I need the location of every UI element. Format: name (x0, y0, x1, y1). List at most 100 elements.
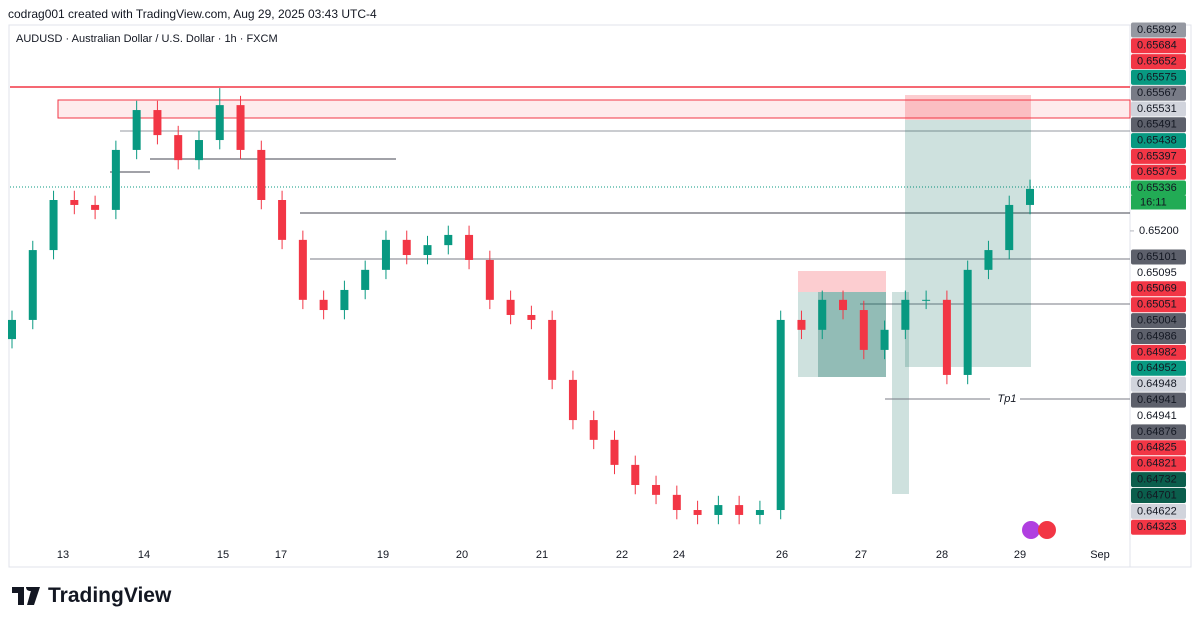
candle-body (402, 239, 411, 256)
price-label: 0.65051 (1137, 299, 1177, 311)
candle-body (49, 200, 58, 251)
price-label: 0.65336 (1137, 182, 1177, 194)
candle-body (257, 149, 266, 200)
price-label-bg (1131, 117, 1186, 133)
candle-body (880, 329, 889, 350)
symbol-title: AUDUSD · Australian Dollar / U.S. Dollar… (16, 33, 278, 45)
price-label: 0.64622 (1137, 505, 1177, 517)
y-tick-label: 0.65200 (1139, 225, 1179, 237)
candle-body (70, 200, 79, 205)
stop-zone (798, 271, 886, 292)
candle-body (735, 505, 744, 515)
price-label-bg (1131, 456, 1186, 472)
price-label: 0.65101 (1137, 251, 1177, 263)
countdown: 16:11 (1140, 196, 1167, 208)
price-label: 0.65095 (1137, 267, 1177, 279)
price-label-bg (1131, 360, 1186, 376)
x-tick-label: 24 (673, 549, 685, 561)
price-label-bg (1131, 408, 1186, 424)
price-label: 0.65684 (1137, 40, 1177, 52)
candle-body (610, 439, 619, 465)
price-label-bg (1131, 313, 1186, 329)
candle-body (132, 110, 141, 150)
x-tick-label: 20 (456, 549, 468, 561)
supply-zone (57, 99, 1131, 119)
price-label: 0.64701 (1137, 489, 1177, 501)
price-label: 0.65375 (1137, 166, 1177, 178)
filled-zone (818, 292, 886, 377)
price-label-bg (1131, 180, 1186, 196)
candle-body (423, 245, 432, 256)
footer-logo: TradingView (12, 584, 171, 608)
price-label: 0.65069 (1137, 283, 1177, 295)
price-label-bg (1131, 329, 1186, 344)
price-label: 0.64732 (1137, 474, 1177, 486)
price-label: 0.64941 (1137, 394, 1177, 406)
candle-body (652, 484, 661, 495)
price-label-bg (1131, 101, 1186, 117)
price-label-bg (1131, 164, 1186, 180)
countdown-bg (1131, 195, 1186, 210)
x-tick-label: 13 (57, 549, 69, 561)
candle-body (361, 269, 370, 290)
candle-body (755, 510, 764, 515)
price-label-bg (1131, 22, 1186, 38)
price-label: 0.64941 (1137, 410, 1177, 422)
candle-body (963, 269, 972, 375)
price-label-bg (1131, 54, 1186, 70)
price-label: 0.65575 (1137, 71, 1177, 83)
candle-body (901, 299, 910, 330)
price-label-bg (1131, 376, 1186, 392)
price-label-bg (1131, 519, 1186, 535)
candle-body (714, 505, 723, 515)
candle-body (28, 250, 37, 320)
candle-body (797, 319, 806, 330)
price-label-bg (1131, 69, 1186, 85)
candle-body (818, 299, 827, 330)
candle-body (506, 299, 515, 315)
candle-body (568, 379, 577, 421)
candle-body (485, 259, 494, 300)
long-zone (892, 292, 909, 494)
price-label: 0.64821 (1137, 458, 1177, 470)
chart-frame (8, 24, 1192, 568)
candle-body (8, 319, 16, 340)
price-label: 0.65491 (1137, 119, 1177, 131)
x-tick-label: 22 (616, 549, 628, 561)
event-icon[interactable] (1038, 521, 1056, 539)
price-label: 0.64876 (1137, 426, 1177, 438)
price-label-bg (1131, 133, 1186, 149)
price-label-bg (1131, 392, 1186, 408)
x-tick-label: 17 (275, 549, 287, 561)
candle-body (984, 250, 993, 270)
candle-body (236, 105, 245, 150)
x-tick-label: Sep (1090, 549, 1110, 561)
price-label-bg (1131, 503, 1186, 519)
candle-body (153, 110, 162, 136)
candle-body (631, 464, 640, 485)
candle-body (548, 319, 557, 380)
candle-body (194, 140, 203, 161)
candle-body (839, 299, 848, 311)
candle-body (942, 299, 951, 375)
candle-body (1026, 188, 1034, 205)
x-tick-label: 15 (217, 549, 229, 561)
price-label: 0.64323 (1137, 521, 1177, 533)
price-label-bg (1131, 472, 1186, 488)
header-text: codrag001 created with TradingView.com, … (8, 7, 377, 21)
event-icon[interactable] (1022, 521, 1040, 539)
x-tick-label: 29 (1014, 549, 1026, 561)
candle-body (1005, 204, 1014, 251)
price-label-bg (1131, 265, 1186, 281)
candle-body (589, 420, 598, 440)
price-label-bg (1131, 424, 1186, 440)
price-label: 0.64986 (1137, 330, 1177, 342)
candle-body (444, 234, 453, 246)
x-tick-label: 19 (377, 549, 389, 561)
short-stop-zone (905, 95, 1031, 120)
price-label: 0.65004 (1137, 315, 1177, 327)
price-label: 0.65531 (1137, 103, 1177, 115)
price-label: 0.64825 (1137, 442, 1177, 454)
x-tick-label: 14 (138, 549, 150, 561)
